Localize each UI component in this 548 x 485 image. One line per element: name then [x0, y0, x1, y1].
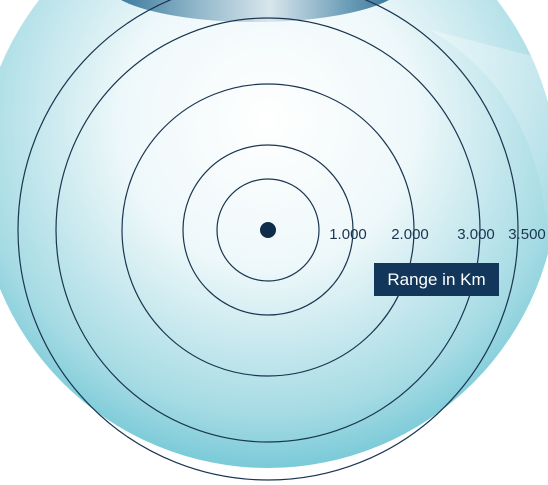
- range-ring-3500: [17, 0, 519, 481]
- range-ring-1000: [182, 144, 354, 316]
- range-label-2000: 2.000: [391, 226, 429, 243]
- range-ring-2000: [121, 83, 415, 377]
- range-label-3500: 3.500: [508, 226, 546, 243]
- range-ring-inner: [216, 178, 320, 282]
- highlight: [430, 30, 548, 260]
- range-ring-3000: [55, 17, 481, 443]
- unit-label: Range in Km: [374, 263, 499, 296]
- globe-image: [121, 0, 389, 22]
- range-rings: [17, 0, 519, 481]
- range-label-1000: 1.000: [329, 226, 367, 243]
- center-marker: [260, 222, 276, 238]
- range-label-3000: 3.000: [457, 226, 495, 243]
